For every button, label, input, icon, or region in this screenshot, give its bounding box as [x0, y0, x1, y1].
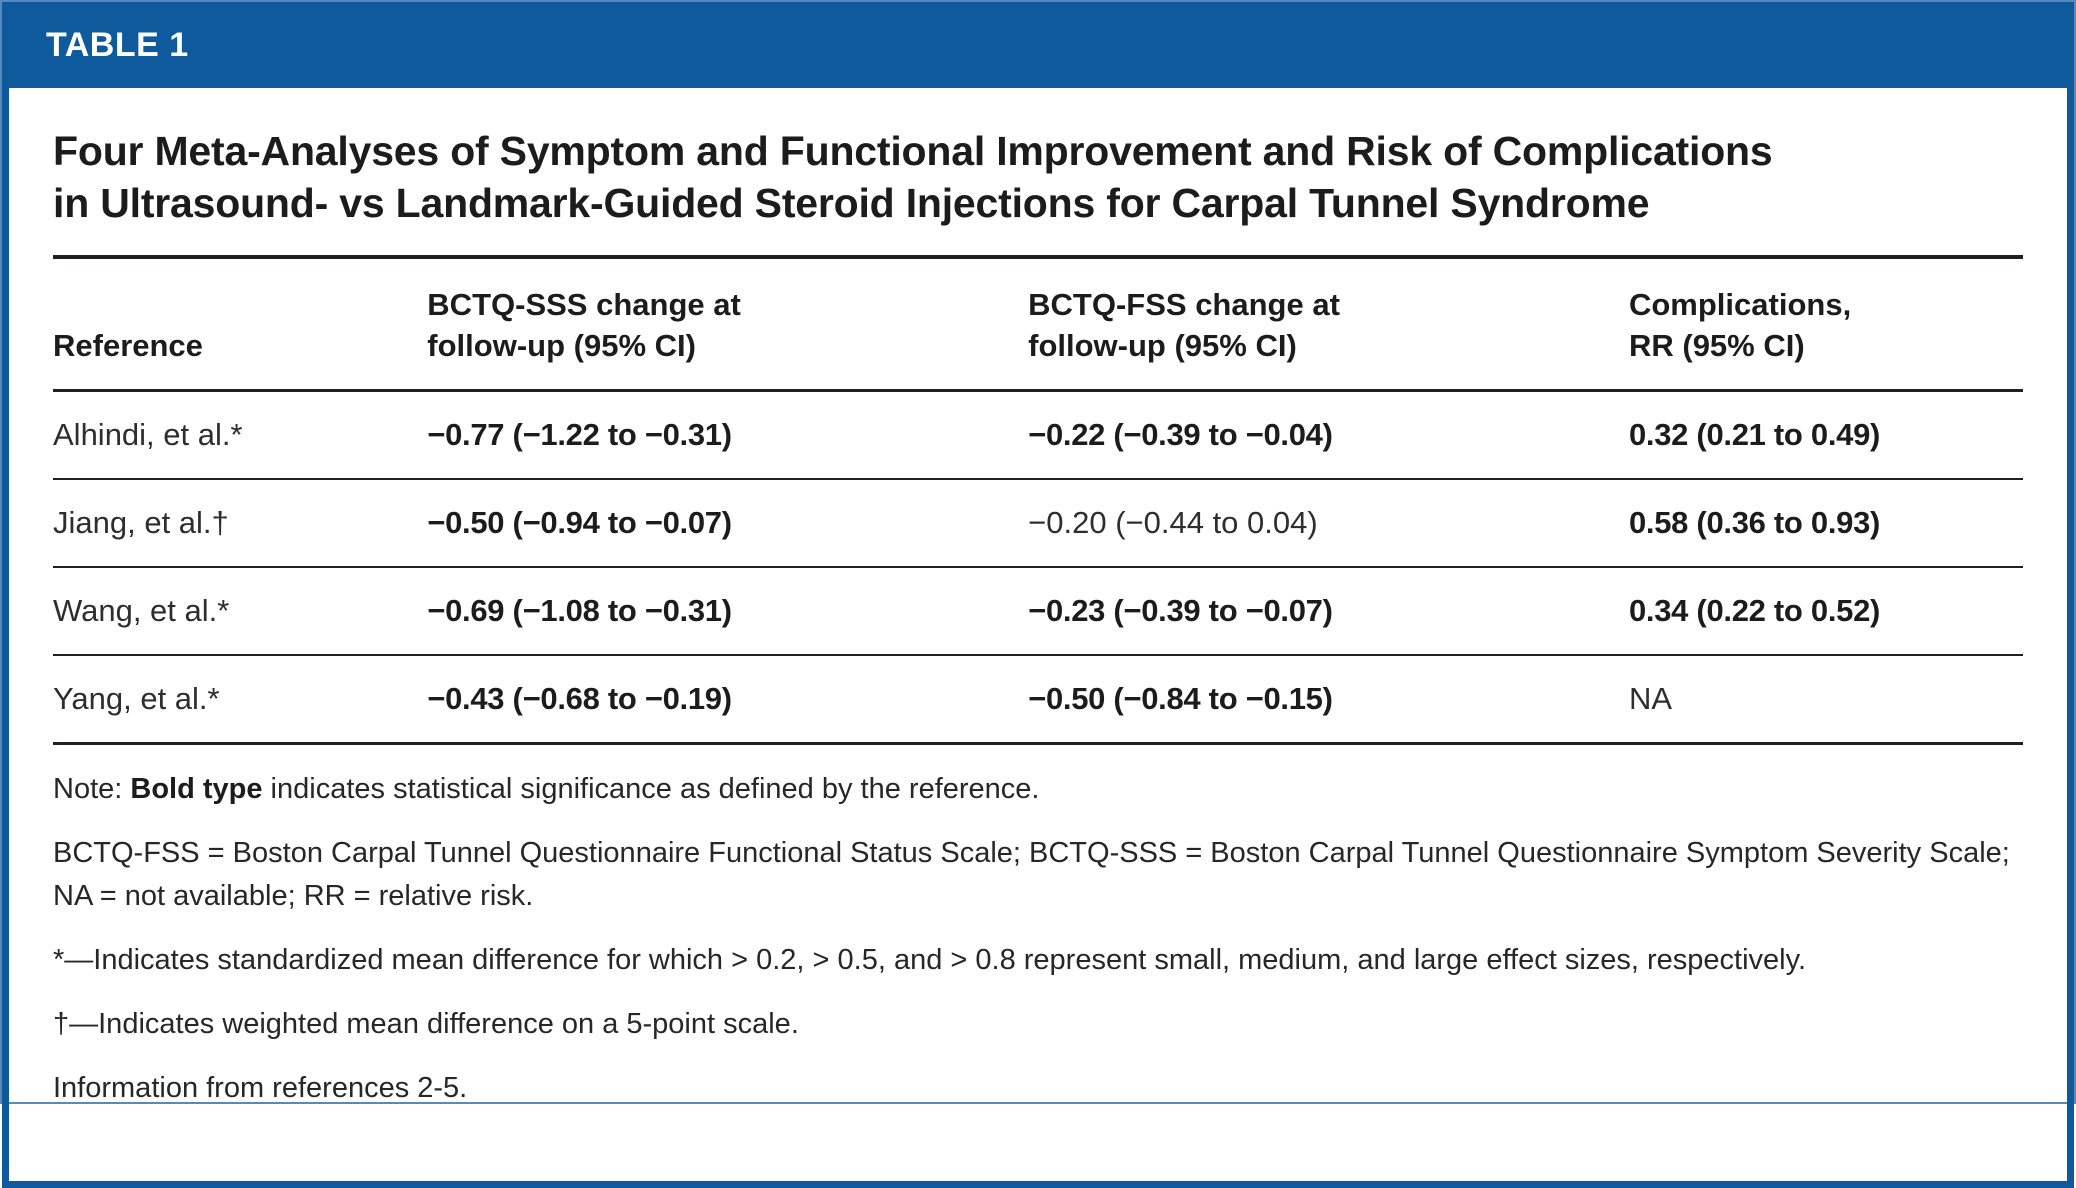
table-header: Reference BCTQ-SSS change at follow-up (… — [53, 257, 2023, 393]
table-banner: TABLE 1 — [2, 2, 2074, 88]
note-abbreviations: BCTQ-FSS = Boston Carpal Tunnel Question… — [53, 837, 2010, 912]
column-header-bctq-sss: BCTQ-SSS change at follow-up (95% CI) — [427, 257, 1029, 393]
reference-cell: Alhindi, et al.* — [53, 390, 428, 481]
column-header-complications: Complications, RR (95% CI) — [1628, 257, 2023, 393]
column-header-bctq-fss: BCTQ-FSS change at follow-up (95% CI) — [1028, 257, 1629, 393]
bctq-fss-cell: −0.22 (−0.39 to −0.04) — [1028, 390, 1629, 481]
note-source: Information from references 2-5. — [53, 1071, 468, 1104]
table-row: Wang, et al.* −0.69 (−1.08 to −0.31) −0.… — [53, 567, 2023, 657]
note-dagger: †—Indicates weighted mean difference on … — [53, 1007, 799, 1040]
table-row: Jiang, et al.† −0.50 (−0.94 to −0.07) −0… — [53, 479, 2023, 569]
note-asterisk: *—Indicates standardized mean difference… — [53, 943, 1807, 976]
bctq-sss-cell: −0.77 (−1.22 to −0.31) — [427, 390, 1029, 481]
column-header-reference: Reference — [53, 257, 428, 393]
table-banner-label: TABLE 1 — [46, 25, 189, 64]
bctq-sss-cell: −0.50 (−0.94 to −0.07) — [427, 479, 1029, 569]
complications-cell: 0.34 (0.22 to 0.52) — [1628, 567, 2023, 657]
table-row: Yang, et al.* −0.43 (−0.68 to −0.19) −0.… — [53, 655, 2023, 744]
bctq-sss-cell: −0.43 (−0.68 to −0.19) — [427, 681, 732, 717]
complications-cell: 0.32 (0.21 to 0.49) — [1628, 390, 2023, 481]
reference-cell: Jiang, et al.† — [53, 479, 428, 569]
meta-analysis-table: Reference BCTQ-SSS change at follow-up (… — [53, 255, 2023, 746]
table-content: Four Meta-Analyses of Symptom and Functi… — [9, 126, 2067, 1110]
table-frame: Four Meta-Analyses of Symptom and Functi… — [2, 88, 2074, 1188]
note-significance: Note: Bold type indicates statistical si… — [53, 773, 1040, 806]
header-row: Reference BCTQ-SSS change at follow-up (… — [53, 257, 2023, 393]
bctq-fss-cell: −0.20 (−0.44 to 0.04) — [1028, 479, 1629, 569]
table-title: Four Meta-Analyses of Symptom and Functi… — [53, 128, 1773, 226]
table-row: Alhindi, et al.* −0.77 (−1.22 to −0.31) … — [53, 390, 2023, 481]
note-bold-type: Bold type — [130, 773, 263, 806]
table-body: Alhindi, et al.* −0.77 (−1.22 to −0.31) … — [53, 390, 2023, 744]
footnotes: Note: Bold type indicates statistical si… — [53, 768, 2023, 1109]
bctq-sss-cell: −0.69 (−1.08 to −0.31) — [427, 567, 1029, 657]
complications-cell: 0.58 (0.36 to 0.93) — [1628, 479, 2023, 569]
reference-cell: Wang, et al.* — [53, 567, 428, 657]
bctq-fss-cell: −0.23 (−0.39 to −0.07) — [1028, 567, 1629, 657]
complications-cell: NA — [1628, 681, 1673, 717]
bctq-fss-cell: −0.50 (−0.84 to −0.15) — [1028, 681, 1333, 717]
reference-cell: Yang, et al.* — [53, 681, 220, 717]
